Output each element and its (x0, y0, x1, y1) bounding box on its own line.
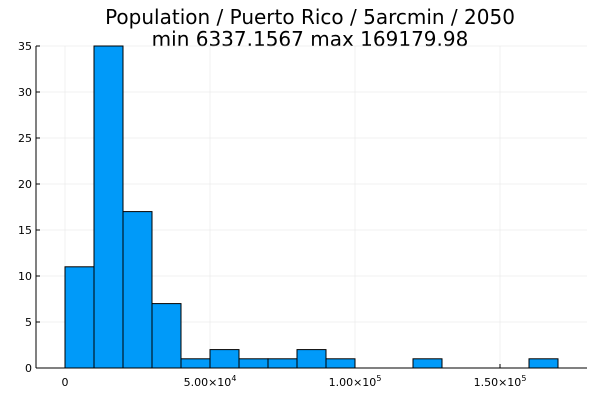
chart-subtitle: min 6337.1567 max 169179.98 (152, 27, 469, 51)
histogram-bar-2 (122, 211, 153, 369)
histogram-bar-12 (412, 358, 443, 369)
histogram-bar-4 (180, 358, 211, 369)
y-tick-label-0: 0 (25, 362, 32, 375)
chart-title: Population / Puerto Rico / 5arcmin / 205… (105, 5, 515, 29)
histogram-bar-0 (64, 266, 95, 369)
histogram-bar-7 (267, 358, 298, 369)
histogram-bar-3 (151, 303, 182, 369)
histogram-bar-6 (238, 358, 269, 369)
y-axis-ticks: 0 5 10 15 20 25 30 35 (18, 40, 40, 375)
y-tick-label-5: 25 (18, 132, 32, 145)
x-axis-ticks: 0 5.00×104 1.00×105 1.50×105 (62, 364, 527, 389)
histogram-bar-16 (528, 358, 559, 369)
axes (35, 46, 587, 369)
y-tick-label-3: 15 (18, 224, 32, 237)
histogram-bar-5 (209, 349, 240, 369)
x-tick-label-1: 5.00×104 (184, 374, 237, 389)
x-tick-label-3: 1.50×105 (474, 374, 527, 389)
y-tick-label-4: 20 (18, 178, 32, 191)
y-tick-label-1: 5 (25, 316, 32, 329)
y-tick-label-7: 35 (18, 40, 32, 53)
histogram-bar-1 (93, 45, 124, 369)
y-tick-label-6: 30 (18, 86, 32, 99)
histogram-bar-8 (296, 349, 327, 369)
x-tick-label-0: 0 (62, 376, 69, 389)
histogram-bar-9 (325, 358, 356, 369)
x-tick-label-2: 1.00×105 (329, 374, 382, 389)
bars (64, 45, 559, 369)
y-tick-label-2: 10 (18, 270, 32, 283)
